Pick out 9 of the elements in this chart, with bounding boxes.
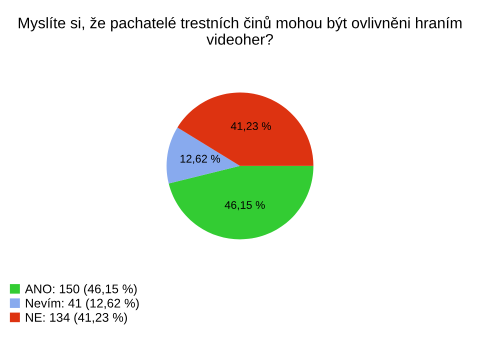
legend-label: Nevím: 41 (12,62 %): [26, 298, 139, 310]
data-label: 12,62 %: [180, 154, 220, 164]
data-label: 41,23 %: [230, 122, 271, 132]
data-label: 46,15 %: [224, 201, 265, 210]
legend-label: NE: 134 (41,23 %): [26, 312, 127, 324]
pie-slice: [177, 92, 314, 166]
legend-label: ANO: 150 (46,15 %): [24, 284, 137, 296]
pie-slice: [168, 166, 314, 240]
chart-title: Myslíte si, že pachatelé trestních činů mohou být ovlivněni hraním videoher?: [18, 16, 462, 45]
